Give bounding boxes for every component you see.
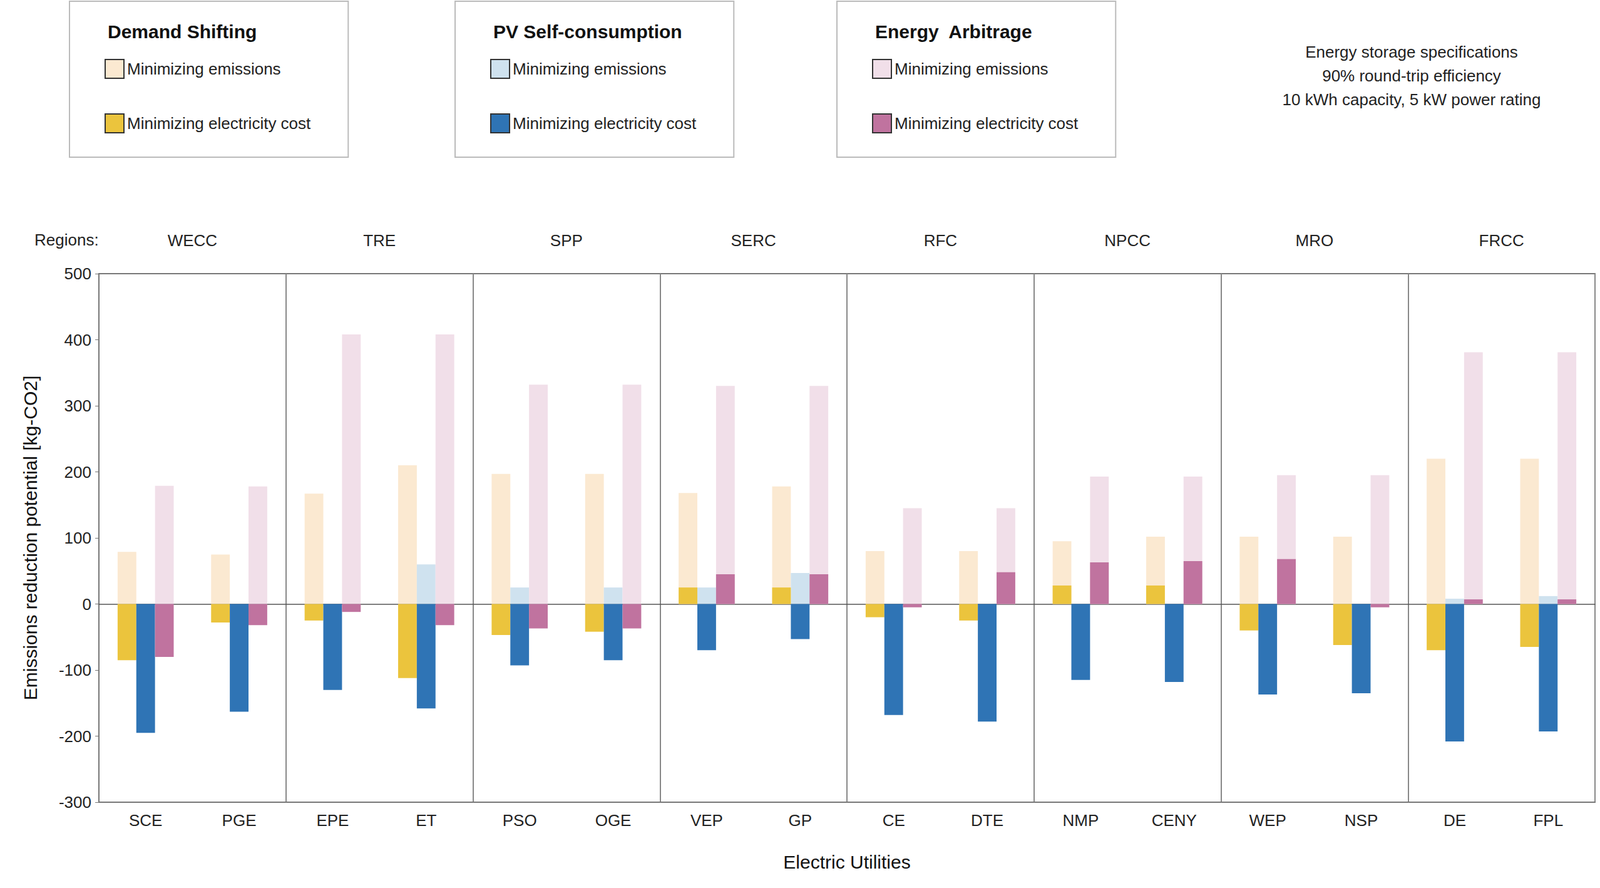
svg-text:Energy storage specifications: Energy storage specifications: [1305, 42, 1518, 62]
svg-text:Minimizing electricity cost: Minimizing electricity cost: [512, 113, 697, 133]
svg-text:VEP: VEP: [690, 810, 724, 830]
svg-text:PSO: PSO: [502, 810, 538, 830]
svg-text:SERC: SERC: [731, 230, 777, 250]
svg-text:ET: ET: [415, 810, 437, 830]
svg-text:300: 300: [64, 396, 92, 416]
svg-text:NPCC: NPCC: [1104, 230, 1151, 250]
svg-text:TRE: TRE: [363, 230, 396, 250]
svg-text:Minimizing emissions: Minimizing emissions: [894, 59, 1049, 79]
svg-text:-200: -200: [58, 726, 92, 746]
svg-text:EPE: EPE: [316, 810, 349, 830]
svg-text:CENY: CENY: [1151, 810, 1197, 830]
svg-text:Energy Arbitrage: Energy Arbitrage: [875, 21, 1033, 42]
svg-text:WEP: WEP: [1249, 810, 1287, 830]
svg-text:NMP: NMP: [1062, 810, 1100, 830]
svg-text:OGE: OGE: [595, 810, 632, 830]
svg-text:100: 100: [64, 528, 92, 548]
svg-text:WECC: WECC: [167, 230, 218, 250]
svg-text:PGE: PGE: [222, 810, 257, 830]
svg-text:GP: GP: [788, 810, 813, 830]
svg-text:SCE: SCE: [128, 810, 163, 830]
svg-text:PV Self-consumption: PV Self-consumption: [493, 21, 683, 42]
svg-text:Electric Utilities: Electric Utilities: [783, 851, 911, 872]
svg-text:DTE: DTE: [970, 810, 1004, 830]
svg-text:Emissions reduction potential: Emissions reduction potential [kg-CO2]: [20, 375, 41, 701]
svg-text:Minimizing emissions: Minimizing emissions: [127, 59, 282, 79]
svg-text:CE: CE: [882, 810, 906, 830]
svg-text:NSP: NSP: [1344, 810, 1378, 830]
svg-text:90% round-trip efficiency: 90% round-trip efficiency: [1322, 66, 1502, 86]
svg-text:Demand Shifting: Demand Shifting: [107, 21, 257, 42]
svg-text:FRCC: FRCC: [1479, 230, 1525, 250]
svg-text:RFC: RFC: [923, 230, 958, 250]
svg-text:Minimizing emissions: Minimizing emissions: [512, 59, 667, 79]
svg-text:10 kWh capacity, 5 kW power ra: 10 kWh capacity, 5 kW power rating: [1282, 90, 1542, 109]
svg-text:400: 400: [64, 330, 92, 350]
svg-text:MRO: MRO: [1295, 230, 1334, 250]
svg-text:Minimizing electricity cost: Minimizing electricity cost: [127, 113, 312, 133]
svg-text:Minimizing electricity cost: Minimizing electricity cost: [894, 113, 1079, 133]
svg-text:-300: -300: [58, 792, 92, 812]
svg-text:200: 200: [64, 462, 92, 482]
svg-text:0: 0: [82, 594, 92, 614]
svg-text:FPL: FPL: [1533, 810, 1564, 830]
svg-text:Regions:: Regions:: [34, 230, 99, 250]
svg-text:SPP: SPP: [550, 230, 583, 250]
svg-text:-100: -100: [58, 660, 92, 680]
svg-text:DE: DE: [1443, 810, 1467, 830]
svg-text:500: 500: [64, 264, 92, 283]
